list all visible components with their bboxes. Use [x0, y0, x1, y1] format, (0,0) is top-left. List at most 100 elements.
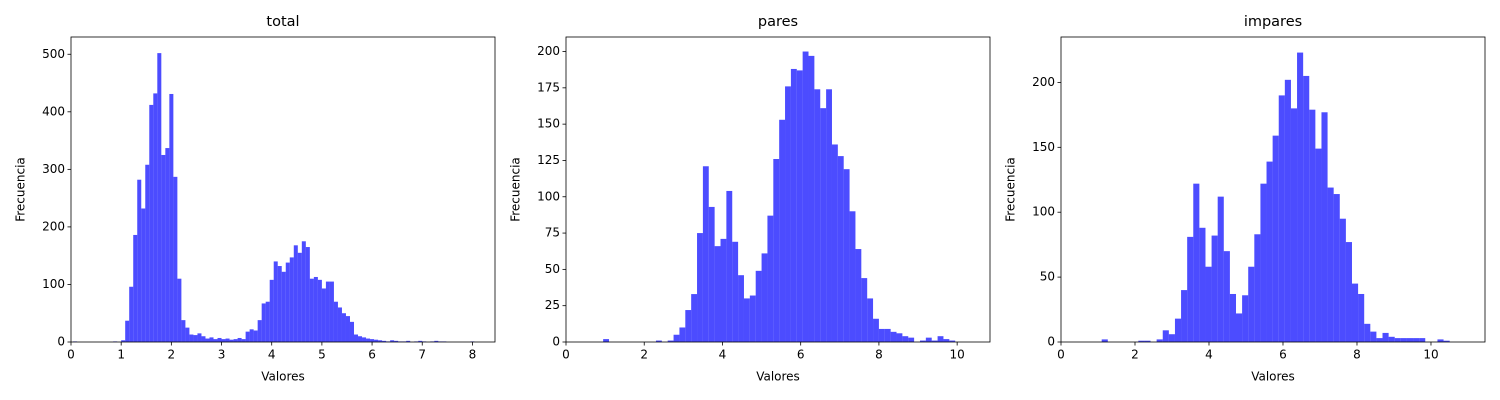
bar: [755, 270, 762, 342]
x-tick-label: 0: [562, 348, 570, 362]
bar: [1138, 340, 1145, 342]
x-tick-label: 10: [950, 348, 965, 362]
bar: [802, 51, 809, 343]
bar: [761, 253, 768, 342]
bar: [253, 330, 258, 342]
x-tick-label: 6: [368, 348, 376, 362]
bar: [831, 144, 838, 342]
histogram-panel: 0 2 4 6 8 100255075100125150175200paresValore…: [509, 14, 991, 384]
bar: [1266, 161, 1273, 342]
y-tick-label: 125: [537, 153, 560, 167]
bar: [129, 286, 134, 342]
bar: [145, 164, 150, 342]
bar: [241, 339, 246, 342]
x-tick-label: 4: [268, 348, 276, 362]
bar: [1205, 266, 1212, 342]
bar: [925, 337, 932, 342]
bar: [337, 307, 342, 342]
bar: [177, 278, 182, 342]
y-tick-label: 500: [42, 47, 65, 61]
bar: [1278, 95, 1285, 342]
bar: [773, 159, 780, 342]
bar: [245, 331, 250, 342]
bar: [1443, 340, 1450, 342]
bar: [1364, 323, 1371, 342]
bar: [161, 154, 166, 342]
bar: [949, 340, 956, 342]
x-tick-label: 2: [640, 348, 648, 362]
bar: [225, 338, 230, 342]
bar: [1168, 334, 1175, 342]
bar: [205, 338, 210, 342]
bar: [873, 318, 879, 342]
bar: [1162, 330, 1169, 342]
bar: [265, 301, 270, 342]
bar: [1351, 283, 1359, 342]
bar: [1437, 339, 1444, 342]
y-tick-label: 300: [42, 162, 65, 176]
bar: [820, 108, 827, 343]
bar: [867, 298, 874, 342]
y-tick-label: 0: [57, 335, 65, 349]
x-tick-label: 10: [1423, 348, 1438, 362]
bar: [673, 334, 680, 342]
bar: [293, 245, 298, 342]
bar: [141, 208, 146, 342]
bar: [1376, 338, 1383, 342]
bar: [1156, 339, 1163, 342]
bar: [1101, 339, 1108, 342]
bar: [884, 328, 891, 342]
bar: [826, 89, 832, 343]
bar: [1297, 52, 1304, 343]
bar: [221, 339, 226, 342]
y-tick-label: 150: [537, 117, 560, 131]
bar: [321, 288, 326, 342]
bar: [908, 337, 915, 342]
bar: [374, 339, 379, 342]
x-tick-label: 0: [67, 348, 75, 362]
bar: [157, 53, 162, 342]
x-tick-label: 1: [117, 348, 125, 362]
x-tick-label: 4: [1205, 348, 1213, 362]
bar: [233, 339, 238, 342]
bar: [1327, 187, 1334, 342]
y-tick-label: 50: [545, 262, 560, 276]
bar: [1211, 235, 1218, 342]
bar: [301, 241, 306, 342]
bar: [125, 320, 130, 342]
bar: [213, 339, 218, 342]
x-tick-label: 7: [418, 348, 426, 362]
bar: [285, 262, 290, 342]
x-axis-label: Valores: [261, 370, 305, 384]
bar: [919, 340, 926, 342]
x-tick-label: 8: [1353, 348, 1361, 362]
bar: [313, 276, 318, 342]
bar: [261, 303, 266, 342]
bar: [370, 339, 375, 342]
bar: [861, 278, 868, 342]
bar: [277, 266, 282, 342]
y-tick-label: 75: [545, 226, 560, 240]
bar: [273, 261, 278, 342]
bar: [378, 340, 383, 342]
bar: [185, 327, 190, 342]
bar: [390, 340, 395, 342]
bar: [1419, 338, 1426, 342]
x-tick-label: 5: [318, 348, 326, 362]
y-tick-label: 50: [1040, 270, 1055, 284]
bar: [732, 241, 739, 342]
bar: [808, 55, 815, 342]
bar: [418, 340, 423, 342]
bar: [720, 238, 727, 342]
chart-title: impares: [1244, 14, 1302, 30]
bar: [1394, 338, 1401, 342]
x-tick-label: 3: [218, 348, 226, 362]
bar: [394, 340, 399, 342]
x-tick-label: 6: [797, 348, 805, 362]
bar: [169, 93, 174, 342]
bar: [382, 340, 387, 342]
bar: [1284, 79, 1291, 343]
bar: [937, 336, 944, 342]
bar: [679, 327, 686, 342]
